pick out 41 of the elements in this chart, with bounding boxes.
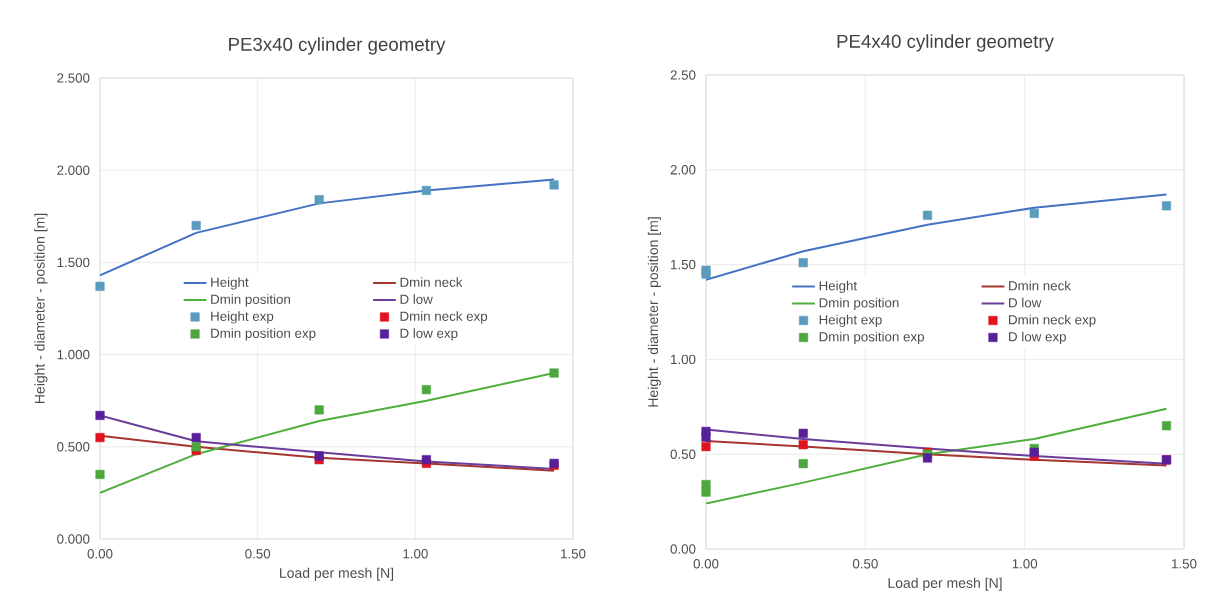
legend-label: Height [819,280,858,294]
y-tick-label: 1.000 [57,349,90,360]
legend-label: D low exp [1009,331,1066,345]
legend-label: Dmin neck exp [1009,314,1096,328]
x-tick-label: 1.50 [1172,559,1197,569]
y-tick-label: 2.50 [670,70,696,80]
x-axis-title: Load per mesh [N] [888,577,1002,591]
x-tick-label: 1.00 [1012,559,1038,569]
legend-label: D low [1009,297,1042,308]
y-tick-label: 0.500 [57,442,90,452]
x-tick-label: 0.50 [852,559,878,569]
legend-label: Dmin neck [400,277,463,287]
x-tick-label: 0.00 [693,559,719,569]
legend-label: Dmin neck [1009,280,1071,291]
x-tick-label: 1.00 [403,549,428,559]
x-tick-label: 0.50 [245,549,271,559]
y-tick-label: 0.50 [670,449,696,459]
legend-label: Dmin position [819,297,899,311]
y-tick-label: 2.000 [57,165,90,175]
y-tick-label: 2.500 [57,73,90,83]
y-tick-label: 1.500 [57,257,90,268]
legend-label: D low exp [400,328,458,341]
legend-label: Dmin position [211,294,290,307]
y-tick-label: 2.00 [670,165,696,175]
y-tick-label: 1.50 [671,259,696,270]
legend-label: D low [400,294,433,304]
y-axis-title: Height - diameter - position [m] [34,213,48,404]
legend-label: Height exp [819,314,882,328]
legend-label: Dmin neck exp [400,311,488,324]
y-tick-label: 0.000 [57,534,90,544]
legend-label: Height exp [211,311,274,324]
legend-label: Dmin position exp [211,328,316,341]
legend-label: Dmin position exp [819,331,924,345]
x-axis-title: Load per mesh [N] [280,567,394,581]
chart-title: PE3x40 cylinder geometry [229,37,446,55]
x-tick-label: 1.50 [561,549,586,559]
y-axis-title: Height - diameter - position [m] [647,217,661,407]
chart-title: PE4x40 cylinder geometry [837,34,1054,52]
x-tick-label: 0.00 [87,549,113,559]
legend-label: Height [211,277,249,290]
y-tick-label: 1.00 [671,354,696,365]
